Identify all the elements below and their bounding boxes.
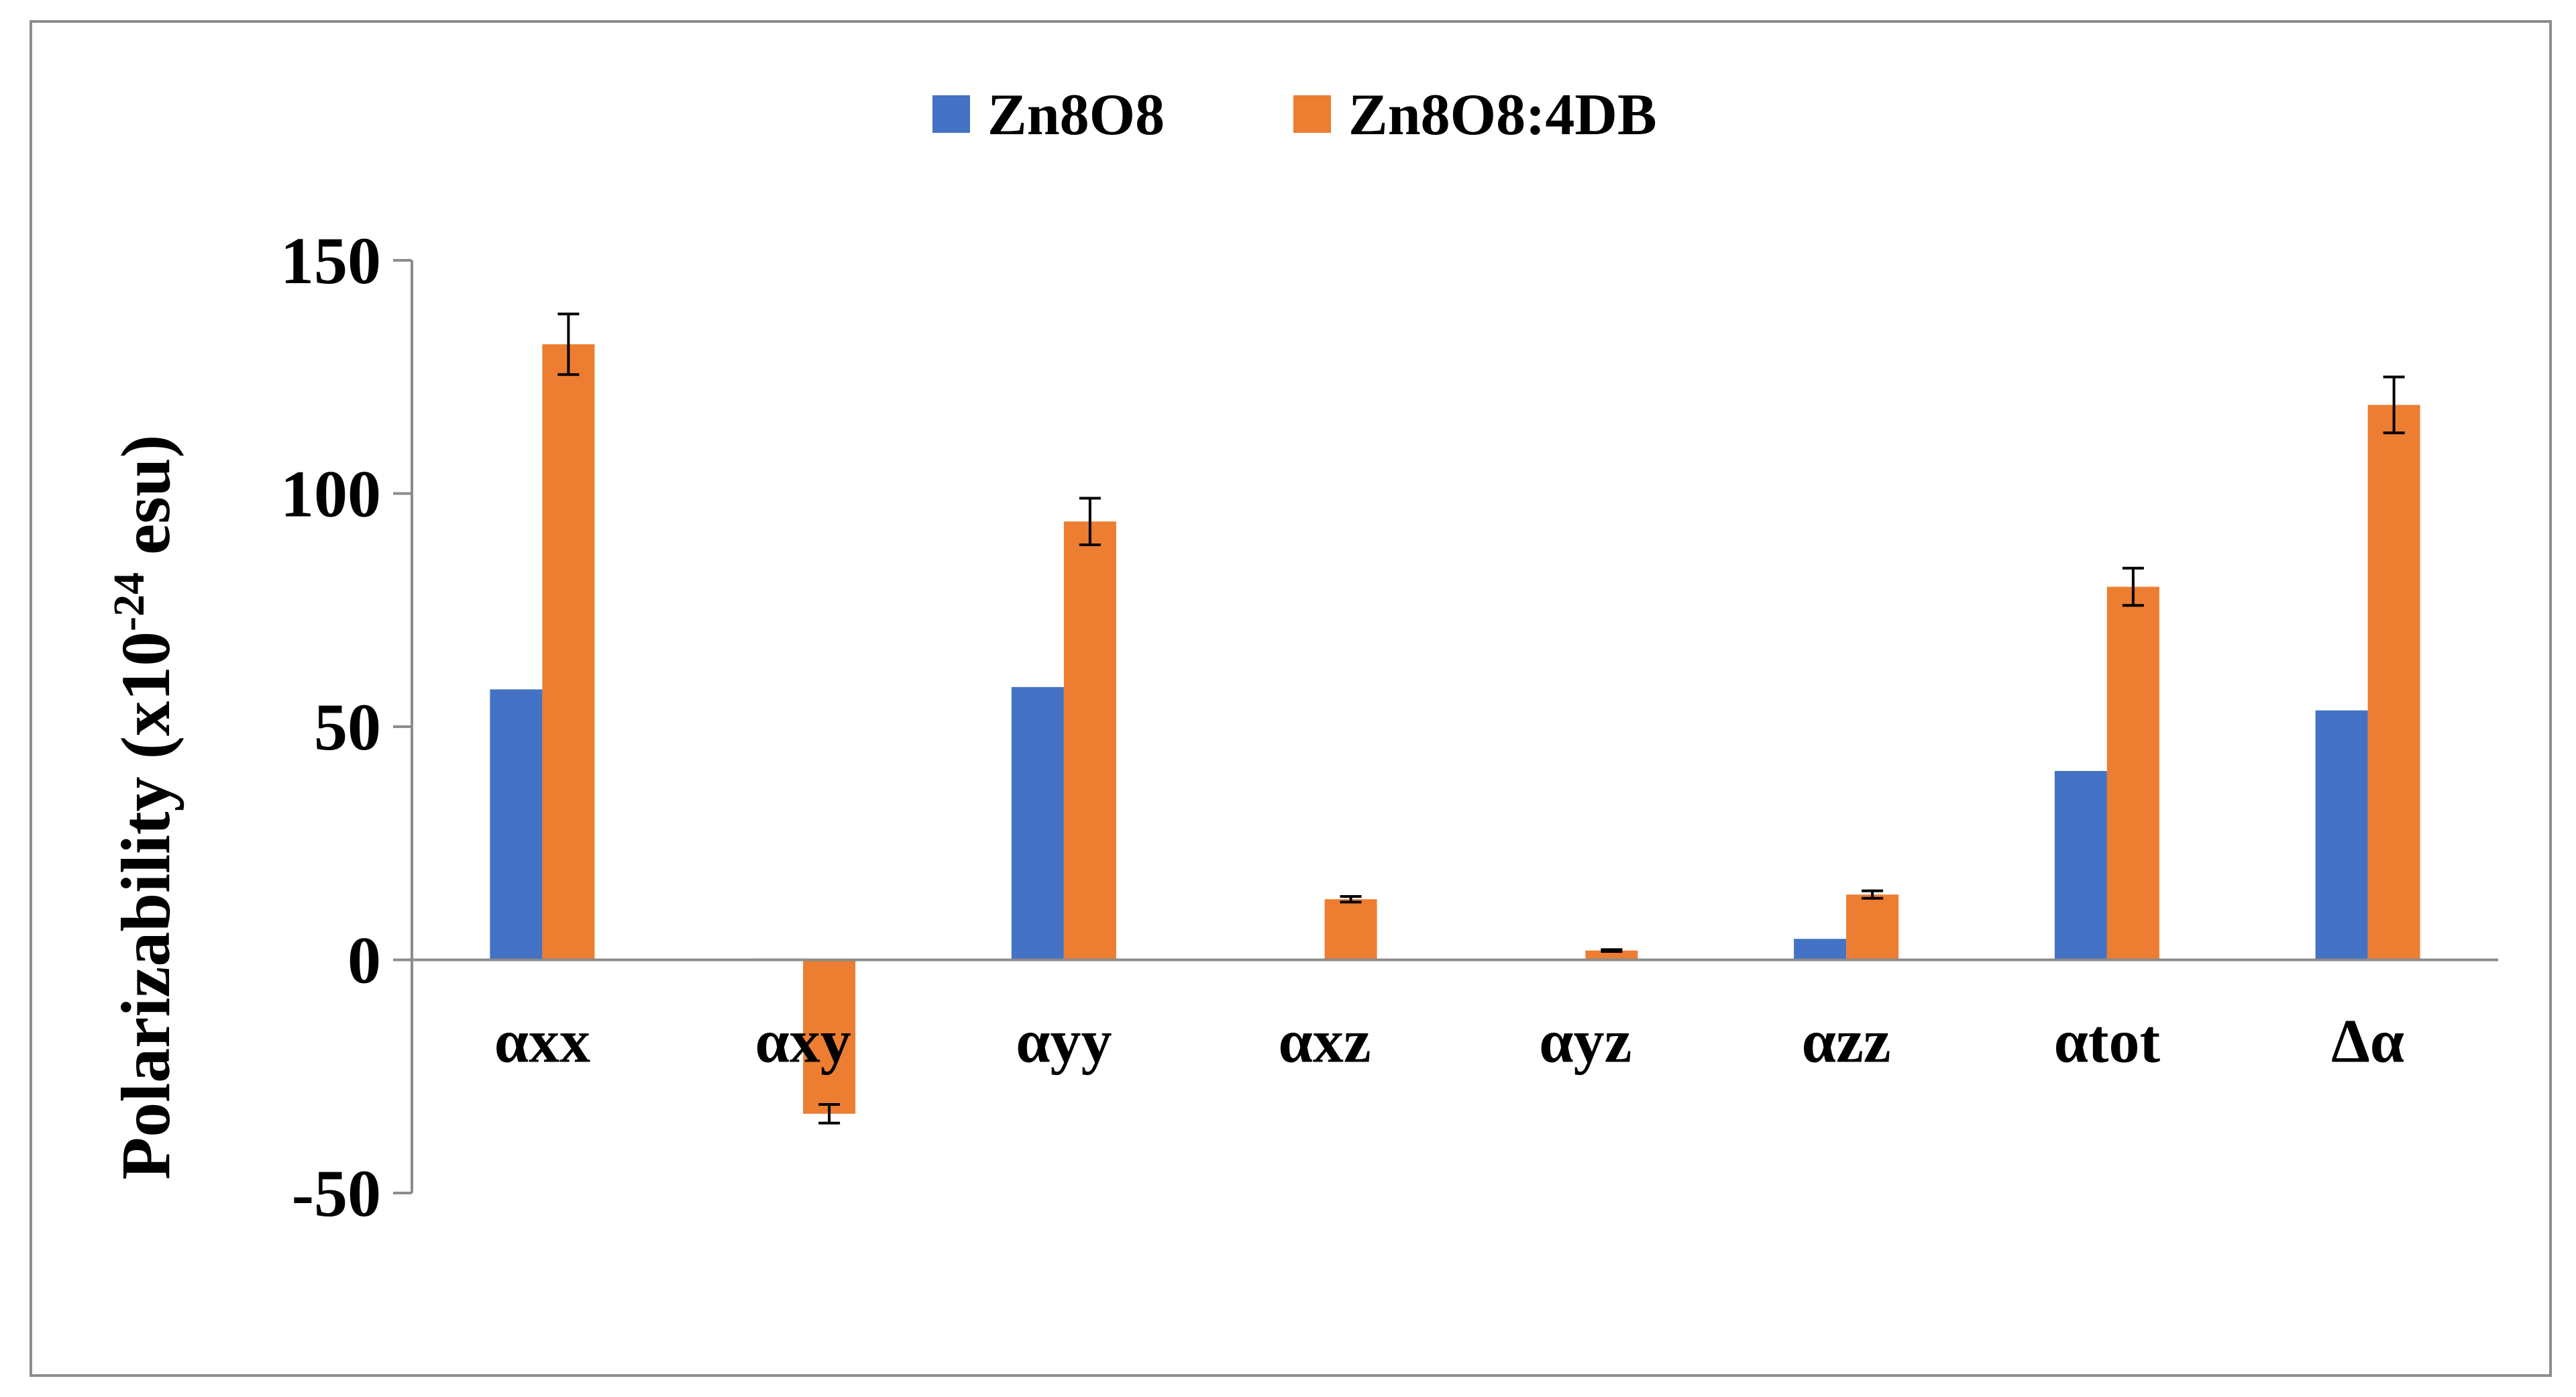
bar-zn8o8	[2315, 710, 2368, 960]
bar-zn8o8-4db	[542, 344, 595, 960]
bar-zn8o8-4db	[1324, 899, 1377, 960]
bar-zn8o8-4db	[803, 960, 856, 1114]
y-tick-label: 150	[280, 223, 381, 298]
legend-label-zn8o8: Zn8O8	[987, 83, 1165, 148]
bar-zn8o8-4db	[2367, 405, 2420, 960]
chart-frame: Zn8O8 Zn8O8:4DB Polarizability (x10-24 es…	[30, 20, 2552, 1377]
bar-zn8o8-4db	[1063, 521, 1116, 960]
bar-zn8o8	[1011, 686, 1064, 960]
x-category-label: αyy	[1016, 1007, 1112, 1076]
bar-zn8o8-4db	[1846, 894, 1899, 960]
x-category-label: αtot	[2054, 1007, 2161, 1076]
bar-zn8o8-4db	[2106, 586, 2159, 960]
y-axis-title-exponent: -24	[105, 572, 154, 631]
legend-swatch-zn8o8	[932, 95, 970, 133]
x-category-label: αxy	[755, 1007, 851, 1076]
bar-zn8o8	[2054, 771, 2107, 960]
bar-zn8o8	[1794, 939, 1847, 960]
plot-area: -50 0 50 100 150 αxx αxy αyy αxz αyz αzz αtot Δα	[280, 223, 2498, 1231]
legend: Zn8O8 Zn8O8:4DB	[932, 83, 1657, 148]
x-category-label: αyz	[1539, 1007, 1631, 1076]
y-axis-title-main: Polarizability (x10	[107, 631, 184, 1180]
legend-label-zn8o8-4db: Zn8O8:4DB	[1348, 83, 1657, 148]
y-tick-label: 100	[280, 457, 381, 531]
x-category-label: αzz	[1802, 1007, 1891, 1076]
y-tick-label: 0	[347, 923, 381, 998]
y-tick-label: 50	[314, 690, 381, 764]
x-category-label: αxz	[1279, 1007, 1371, 1076]
legend-swatch-zn8o8-4db	[1293, 95, 1331, 133]
y-axis-title: Polarizability (x10-24 esu)	[105, 435, 184, 1180]
y-axis-title-tail: esu)	[107, 435, 184, 572]
bar-chart: Zn8O8 Zn8O8:4DB Polarizability (x10-24 es…	[105, 83, 2498, 1231]
y-tick-label: -50	[292, 1156, 381, 1231]
x-category-label: Δα	[2331, 1007, 2404, 1076]
x-category-label: αxx	[494, 1007, 590, 1076]
bar-zn8o8-4db	[1585, 950, 1638, 960]
bar-zn8o8	[490, 689, 543, 960]
